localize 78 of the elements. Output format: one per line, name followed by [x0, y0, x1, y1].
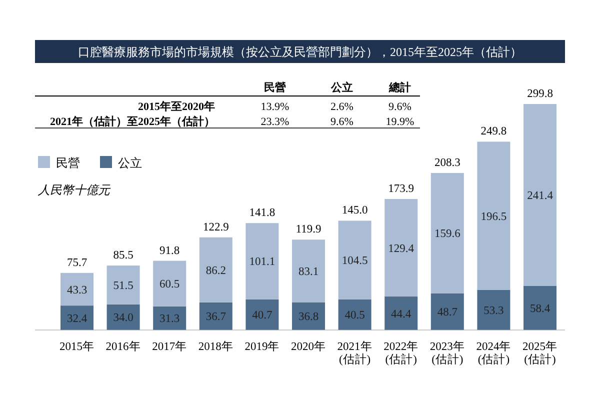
x-tick-label: 2019年 [244, 340, 280, 353]
x-tick-label: 2016年 [106, 340, 141, 353]
bar [106, 266, 140, 304]
annotation: 2021年（估計）至2025年（估計） [50, 115, 215, 128]
data-label: 51.5 [113, 280, 134, 292]
annotation: 2.6% [330, 101, 354, 113]
data-label: 83.1 [298, 266, 319, 278]
legend-label: 公立 [118, 156, 142, 170]
total-label: 145.0 [342, 204, 368, 217]
text: 公立 [330, 81, 353, 94]
chart-title: 口腔醫療服務市場的市場規模（按公立及民營部門劃分），2015年至2025年（估計） [78, 45, 522, 59]
data-label: 31.3 [160, 313, 180, 326]
bar [199, 302, 232, 330]
bar [153, 260, 186, 306]
data-label: 129.4 [388, 242, 414, 255]
legend-label: 民營 [56, 156, 80, 170]
x-tick-label: 2017年 [152, 340, 188, 353]
total-label: 91.8 [160, 244, 180, 257]
data-label: 86.2 [206, 264, 226, 277]
bar [477, 142, 510, 290]
data-label: 241.4 [527, 190, 554, 202]
bar [292, 240, 325, 302]
annotation: 2015年至2020年 [138, 100, 215, 113]
x-tick-label: 2022年 (估計) [384, 340, 419, 366]
bar [60, 272, 94, 306]
total-label: 75.7 [66, 256, 88, 269]
x-tick-label: 2018年 [198, 340, 234, 353]
total-label: 299.8 [527, 88, 554, 100]
bar [384, 296, 418, 330]
bar [430, 172, 464, 294]
bar [338, 299, 372, 330]
x-tick-label: 2015年 [60, 340, 94, 353]
total-label: 122.9 [202, 221, 230, 234]
bar [199, 237, 232, 302]
data-label: 60.5 [160, 278, 180, 291]
bar [60, 306, 94, 330]
total-label: 208.3 [434, 156, 461, 169]
annotation: 19.9% [386, 116, 414, 128]
annotation: 13.9% [260, 101, 290, 113]
x-tick-label: 2020年 [291, 340, 326, 353]
annotation: 9.6% [330, 116, 354, 128]
data-label: 48.7 [437, 306, 458, 319]
x-tick-label: 2023年 (估計) [430, 340, 465, 366]
data-label: 53.3 [484, 304, 504, 317]
annotation: 23.3% [260, 116, 290, 128]
data-label: 159.6 [434, 228, 461, 240]
data-label: 43.3 [66, 284, 88, 296]
x-tick-label: 2025年 (估計) [522, 340, 558, 366]
bar [430, 293, 464, 330]
bar [338, 220, 372, 300]
data-label: 44.4 [391, 308, 412, 320]
x-tick-label: 2024年 (估計) [476, 340, 512, 366]
data-label: 34.0 [113, 312, 134, 324]
x-tick-label: 2021年 (估計) [337, 340, 372, 366]
bar [246, 299, 279, 330]
total-label: 85.5 [113, 250, 134, 262]
total-label: 173.9 [388, 182, 414, 195]
data-label: 196.5 [480, 210, 507, 223]
data-label: 104.5 [342, 255, 368, 268]
total-label: 141.8 [249, 207, 276, 220]
data-label: 101.1 [249, 256, 276, 268]
annotation: 9.6% [388, 101, 412, 113]
data-label: 36.7 [206, 311, 226, 324]
bar [524, 286, 556, 330]
data-label: 32.4 [66, 312, 88, 325]
bar [246, 223, 279, 300]
bar [477, 290, 510, 330]
data-label: 40.5 [344, 310, 366, 322]
bar [384, 198, 418, 297]
text: 總計 [388, 81, 411, 94]
bar [524, 104, 556, 286]
total-label: 119.9 [296, 224, 322, 236]
data-label: 36.8 [298, 311, 319, 324]
data-label: 40.7 [252, 310, 273, 322]
total-label: 249.8 [480, 126, 507, 138]
text: 民營 [264, 81, 286, 94]
data-label: 58.4 [530, 302, 550, 315]
y-axis-title: 人民幣十億元 [37, 183, 111, 197]
